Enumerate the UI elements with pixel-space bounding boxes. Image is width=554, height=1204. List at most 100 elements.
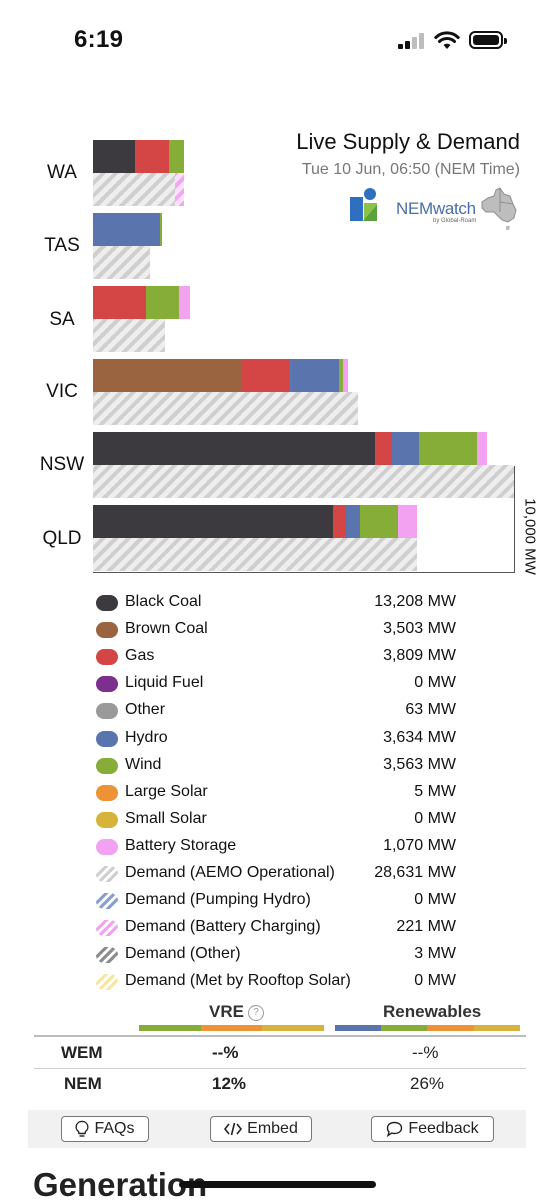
supply-bar-qld-battery-storage[interactable] [398,505,418,538]
market-nem: NEM [64,1074,102,1093]
supply-bar-vic-hydro[interactable] [288,359,340,392]
legend-swatch [96,676,118,693]
legend-name: Liquid Fuel [125,674,204,692]
legend-value: 221 MW [396,918,456,936]
supply-bar-tas-gas[interactable] [93,213,95,246]
legend-swatch [96,866,118,882]
legend-item[interactable]: Small Solar 0 MW [96,809,456,836]
supply-bar-qld-hydro[interactable] [345,505,361,538]
legend-name: Black Coal [125,593,202,610]
legend-name: Demand (Battery Charging) [125,918,321,936]
legend-name: Demand (AEMO Operational) [125,864,335,881]
vre-column-header: VRE? [209,1002,264,1022]
battery-icon [469,31,507,49]
chart-subtitle: Tue 10 Jun, 06:50 (NEM Time) [301,161,520,178]
renewables-color-stripe [335,1025,520,1031]
legend-item[interactable]: Other 63 MW [96,700,456,727]
legend-item[interactable]: Battery Storage 1,070 MW [96,836,456,863]
legend-name: Brown Coal [125,620,208,638]
supply-bar-vic-gas[interactable] [242,359,289,392]
feedback-button[interactable]: Feedback [371,1116,494,1142]
legend-item[interactable]: Demand (Pumping Hydro) 0 MW [96,890,456,917]
australia-map-icon [481,187,517,230]
axis-scale-label: 10,000 MW [521,498,539,575]
demand-bar-vic[interactable] [93,392,359,425]
supply-bar-qld-black-coal[interactable] [93,505,333,538]
speech-bubble-icon [387,1121,403,1137]
supply-bar-nsw-gas[interactable] [375,432,392,465]
demand-bar-tas[interactable] [93,246,150,279]
legend-name: Gas [125,647,155,665]
supply-bar-tas-wind[interactable] [159,213,163,246]
legend-item[interactable]: Large Solar 5 MW [96,782,456,809]
legend-item[interactable]: Demand (Other) 3 MW [96,944,456,971]
supply-bar-vic-brown-coal[interactable] [93,359,243,392]
legend-swatch [96,974,118,991]
legend-name: Demand (Other) [125,945,241,963]
supply-bar-vic-battery-storage[interactable] [343,359,348,392]
legend-item[interactable]: Gas 3,809 MW [96,646,456,673]
wem-renewables-value: --% [412,1043,439,1062]
chart-axis-line [514,466,515,572]
legend-name: Demand (Met by Rooftop Solar) [125,972,351,990]
supply-bar-qld-wind[interactable] [360,505,399,538]
home-indicator[interactable] [179,1181,376,1188]
chart-title: Live Supply & Demand [296,129,520,154]
supply-bar-sa-gas[interactable] [93,286,146,319]
demand-bar-wa[interactable] [93,173,176,206]
region-label-sa: SA [49,309,75,330]
feedback-label: Feedback [408,1120,479,1137]
status-time: 6:19 [74,26,124,53]
legend-swatch [96,595,118,611]
legend-swatch [96,622,118,639]
embed-label: Embed [247,1120,298,1137]
vre-header-label: VRE [209,1002,244,1021]
supply-bar-sa-battery-storage[interactable] [179,286,190,319]
supply-bar-nsw-black-coal[interactable] [93,432,376,465]
supply-bar-vic-wind[interactable] [339,359,344,392]
legend-item[interactable]: Hydro 3,634 MW [96,728,456,755]
help-icon[interactable]: ? [247,1005,264,1021]
supply-bar-wa-black-coal[interactable] [93,140,136,173]
legend-value: 3,503 MW [383,620,456,638]
supply-bar-wa-gas[interactable] [135,140,169,173]
supply-bar-nsw-wind[interactable] [419,432,477,465]
legend-item[interactable]: Demand (AEMO Operational) 28,631 MW [96,863,456,890]
supply-bar-wa-wind[interactable] [168,140,184,173]
demand-bar-nsw[interactable] [93,465,514,498]
legend-swatch [96,838,118,855]
legend-item[interactable]: Black Coal 13,208 MW [96,592,456,619]
supply-bar-qld-gas[interactable] [332,505,346,538]
demand-bar-sa[interactable] [93,319,165,352]
legend-swatch [96,920,118,937]
legend-value: 3,634 MW [383,728,456,746]
legend-swatch [96,893,118,910]
legend-value: 0 MW [414,891,456,909]
brand-name: NEMwatch [396,199,476,218]
embed-button[interactable]: Embed [210,1116,312,1142]
table-divider [34,1035,526,1037]
legend-value: 1,070 MW [383,836,456,854]
supply-bar-nsw-battery-storage[interactable] [476,432,488,465]
region-label-qld: QLD [42,528,82,549]
region-label-wa: WA [47,162,77,183]
legend-name: Wind [125,755,162,773]
legend-name: Large Solar [125,782,208,800]
code-icon [224,1122,243,1136]
nemwatch-logo-icon[interactable] [350,187,384,221]
legend-swatch [96,811,118,828]
legend-item[interactable]: Demand (Battery Charging) 221 MW [96,917,456,944]
legend-item[interactable]: Wind 3,563 MW [96,755,456,782]
faqs-button[interactable]: FAQs [61,1116,149,1142]
supply-bar-sa-wind[interactable] [145,286,180,319]
legend-value: 0 MW [414,674,456,692]
legend-value: 0 MW [414,809,456,827]
supply-bar-nsw-hydro[interactable] [391,432,420,465]
market-wem: WEM [61,1043,103,1062]
supply-bar-tas-hydro[interactable] [94,213,160,246]
demand-bar-qld[interactable] [93,538,418,571]
demand-bar-wa-battery-charging[interactable] [175,173,184,206]
legend-item[interactable]: Brown Coal 3,503 MW [96,619,456,646]
legend-item[interactable]: Demand (Met by Rooftop Solar) 0 MW [96,971,456,998]
legend-item[interactable]: Liquid Fuel 0 MW [96,673,456,700]
